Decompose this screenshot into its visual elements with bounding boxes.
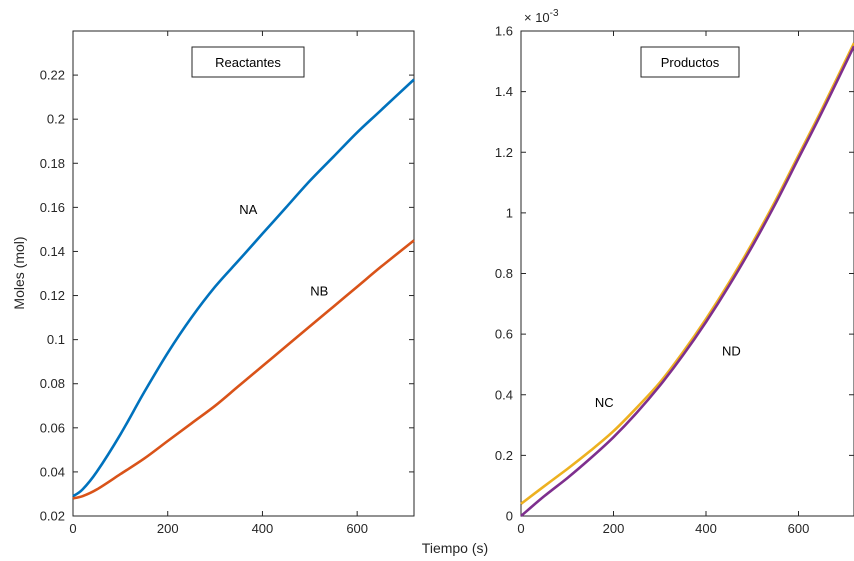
x-tick-label: 400 xyxy=(695,521,717,536)
series-line-nd xyxy=(520,45,854,517)
series-line-nb xyxy=(72,239,415,500)
series-annotation-nb: NB xyxy=(310,284,328,299)
x-tick-label: 600 xyxy=(346,521,368,536)
y-tick-label: 0.02 xyxy=(40,509,65,524)
x-tick-label: 400 xyxy=(252,521,274,536)
x-tick-label: 200 xyxy=(603,521,625,536)
y-tick-label: 0.22 xyxy=(40,68,65,83)
y-tick-label: 0.8 xyxy=(495,266,513,281)
y-tick-label: 0.12 xyxy=(40,288,65,303)
y-tick-label: 0.4 xyxy=(495,387,513,402)
productos-legend-label: Productos xyxy=(661,55,720,70)
series-line-na xyxy=(72,78,415,498)
reactantes-legend-frame xyxy=(191,46,305,78)
y-tick-label: 1.6 xyxy=(495,24,513,39)
reactantes-legend-label: Reactantes xyxy=(215,55,281,70)
x-tick-label: 0 xyxy=(69,521,76,536)
series-annotation-nd: ND xyxy=(722,343,741,358)
y-tick-label: 0.1 xyxy=(47,332,65,347)
x-tick-label: 0 xyxy=(517,521,524,536)
x-axis-label: Tiempo (s) xyxy=(422,540,488,556)
x-tick-label: 200 xyxy=(157,521,179,536)
y-tick-label: 0.2 xyxy=(495,448,513,463)
productos-annotations: NC ND xyxy=(595,343,741,410)
y-tick-label: 1.2 xyxy=(495,145,513,160)
productos-legend-box: Productos xyxy=(640,46,740,78)
productos-ticks: 0 200 400 600 0 0.2 0.4 0.6 0.8 1 1.2 1.4 1.6 xyxy=(495,24,854,536)
productos-plot-frame xyxy=(520,30,854,517)
y-tick-label: 0.18 xyxy=(40,156,65,171)
y-tick-label: 1 xyxy=(506,205,513,220)
productos-series xyxy=(520,42,854,517)
reactantes-legend-box: Reactantes xyxy=(191,46,305,78)
reactantes-panel: 0 200 400 600 0.02 0.04 0.06 0.08 0.1 0.12 0.14 0.1… xyxy=(11,30,488,556)
y-tick-label: 0.04 xyxy=(40,464,65,479)
y-exponent-label: × 10-3 xyxy=(524,8,559,25)
y-tick-label: 1.4 xyxy=(495,84,513,99)
y-tick-label: 0.06 xyxy=(40,420,65,435)
y-axis-label: Moles (mol) xyxy=(11,236,27,309)
series-line-nc xyxy=(520,42,854,505)
series-annotation-nc: NC xyxy=(595,395,614,410)
reactantes-series xyxy=(72,78,415,500)
y-tick-label: 0.2 xyxy=(47,112,65,127)
y-tick-label: 0.08 xyxy=(40,376,65,391)
x-tick-label: 600 xyxy=(788,521,810,536)
reactantes-plot-frame xyxy=(72,30,415,517)
y-tick-label: 0.16 xyxy=(40,200,65,215)
series-annotation-na: NA xyxy=(239,202,257,217)
productos-panel: 0 200 400 600 0 0.2 0.4 0.6 0.8 1 1.2 1.4 1.6 NC ND P… xyxy=(495,8,854,536)
reactantes-annotations: NA NB xyxy=(239,202,328,299)
y-tick-label: 0.14 xyxy=(40,244,65,259)
reactantes-ticks: 0 200 400 600 0.02 0.04 0.06 0.08 0.1 0.12 0.14 0.1… xyxy=(40,31,414,536)
y-exponent-power: -3 xyxy=(550,8,559,19)
productos-legend-frame xyxy=(640,46,740,78)
y-tick-label: 0 xyxy=(506,509,513,524)
y-tick-label: 0.6 xyxy=(495,327,513,342)
y-exponent-base: × 10 xyxy=(524,10,550,25)
